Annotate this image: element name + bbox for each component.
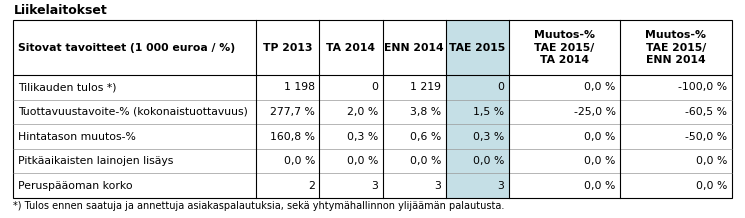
Text: 0,0 %: 0,0 %: [584, 82, 616, 92]
Text: *) Tulos ennen saatuja ja annettuja asiakaspalautuksia, sekä yhtymähallinnon yli: *) Tulos ennen saatuja ja annettuja asia…: [13, 201, 505, 211]
Text: Muutos-%
TAE 2015/
ENN 2014: Muutos-% TAE 2015/ ENN 2014: [645, 30, 706, 65]
Text: 1 198: 1 198: [284, 82, 315, 92]
Text: 0,0 %: 0,0 %: [473, 156, 504, 166]
Text: Tuottavuustavoite-% (kokonaistuottavuus): Tuottavuustavoite-% (kokonaistuottavuus): [18, 107, 248, 117]
Text: 0: 0: [371, 82, 378, 92]
Text: 0,0 %: 0,0 %: [584, 181, 616, 191]
Text: 0,3 %: 0,3 %: [347, 131, 378, 141]
Text: 3: 3: [498, 181, 504, 191]
Text: Sitovat tavoitteet (1 000 euroa / %): Sitovat tavoitteet (1 000 euroa / %): [18, 43, 235, 53]
Text: -25,0 %: -25,0 %: [574, 107, 616, 117]
Text: 0,0 %: 0,0 %: [696, 181, 727, 191]
Text: TAE 2015: TAE 2015: [449, 43, 505, 53]
Text: 0,3 %: 0,3 %: [473, 131, 504, 141]
Text: 1 219: 1 219: [410, 82, 441, 92]
Text: -50,0 %: -50,0 %: [685, 131, 727, 141]
Text: 160,8 %: 160,8 %: [270, 131, 315, 141]
Text: 0: 0: [498, 82, 504, 92]
Text: 0,0 %: 0,0 %: [584, 131, 616, 141]
Text: Muutos-%
TAE 2015/
TA 2014: Muutos-% TAE 2015/ TA 2014: [534, 30, 595, 65]
Text: 1,5 %: 1,5 %: [473, 107, 504, 117]
Text: 0,0 %: 0,0 %: [696, 156, 727, 166]
Text: TP 2013: TP 2013: [263, 43, 312, 53]
Text: Peruspääoman korko: Peruspääoman korko: [18, 181, 133, 191]
Bar: [446, 20, 509, 198]
Text: Liikelaitokset: Liikelaitokset: [13, 4, 107, 17]
Text: ENN 2014: ENN 2014: [384, 43, 444, 53]
Text: -60,5 %: -60,5 %: [685, 107, 727, 117]
Text: 0,6 %: 0,6 %: [410, 131, 441, 141]
Bar: [13, 20, 732, 198]
Text: 3: 3: [371, 181, 378, 191]
Text: 277,7 %: 277,7 %: [270, 107, 315, 117]
Text: 0,0 %: 0,0 %: [284, 156, 315, 166]
Text: 0,0 %: 0,0 %: [410, 156, 441, 166]
Text: 0,0 %: 0,0 %: [346, 156, 378, 166]
Text: TA 2014: TA 2014: [326, 43, 375, 53]
Text: Hintatason muutos-%: Hintatason muutos-%: [18, 131, 136, 141]
Text: 3,8 %: 3,8 %: [410, 107, 441, 117]
Text: 0,0 %: 0,0 %: [584, 156, 616, 166]
Text: Tilikauden tulos *): Tilikauden tulos *): [18, 82, 116, 92]
Text: 3: 3: [434, 181, 441, 191]
Text: Pitkäaikaisten lainojen lisäys: Pitkäaikaisten lainojen lisäys: [18, 156, 174, 166]
Text: 2,0 %: 2,0 %: [347, 107, 378, 117]
Text: 2: 2: [308, 181, 315, 191]
Text: -100,0 %: -100,0 %: [678, 82, 727, 92]
